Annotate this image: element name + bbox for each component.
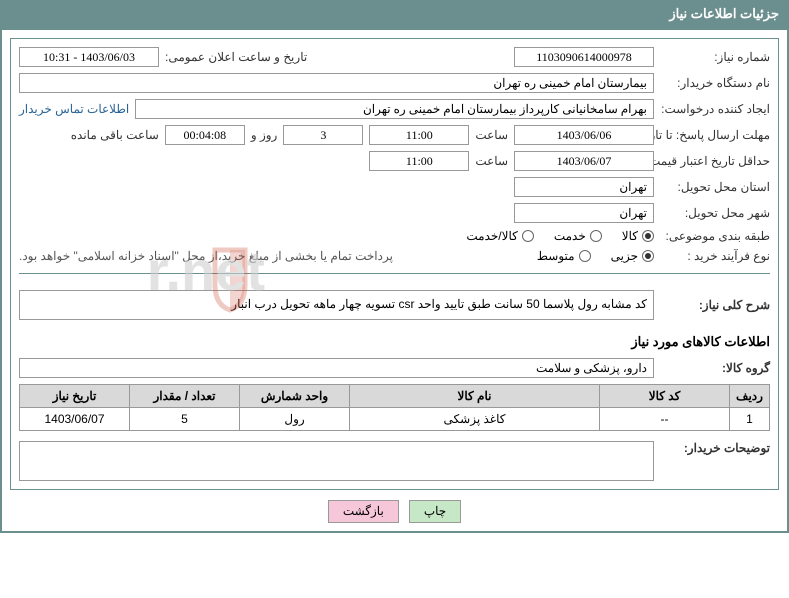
row-requester: ایجاد کننده درخواست: بهرام سامخانیانی کا… [19,99,770,119]
response-time-label: ساعت [475,128,508,142]
delivery-province-value: تهران [514,177,654,197]
row-delivery-city: شهر محل تحویل: تهران [19,203,770,223]
row-general-desc: شرح کلی نیاز: کد مشابه رول پلاسما 50 سان… [19,284,770,326]
item-group-label: گروه کالا: [660,361,770,375]
row-buyer-notes: توضیحات خریدار: [19,441,770,481]
row-buyer-org: نام دستگاه خریدار: بیمارستان امام خمینی … [19,73,770,93]
items-section-title: اطلاعات کالاهای مورد نیاز [19,334,770,350]
announce-date-label: تاریخ و ساعت اعلان عمومی: [165,50,307,64]
response-remaining-label: ساعت باقی مانده [71,128,159,142]
row-need-number: شماره نیاز: 1103090614000978 تاریخ و ساع… [19,47,770,67]
print-button[interactable]: چاپ [409,500,461,523]
need-number-value: 1103090614000978 [514,47,654,67]
response-countdown: 00:04:08 [165,125,245,145]
general-desc-label: شرح کلی نیاز: [660,298,770,312]
items-table: ردیف کد کالا نام کالا واحد شمارش تعداد /… [19,384,770,431]
min-validity-time: 11:00 [369,151,469,171]
radio-icon [579,250,591,262]
purchase-type-label: نوع فرآیند خرید : [660,249,770,263]
row-item-group: گروه کالا: دارو، پزشکی و سلامت [19,358,770,378]
row-category: طبقه بندی موضوعی: کالا خدمت کالا/خدمت [19,229,770,243]
need-number-label: شماره نیاز: [660,50,770,64]
back-button[interactable]: بازگشت [328,500,399,523]
radio-icon [642,250,654,262]
delivery-city-label: شهر محل تحویل: [660,206,770,220]
min-validity-label: حداقل تاریخ اعتبار قیمت: تا تاریخ: [660,154,770,168]
buyer-notes-label: توضیحات خریدار: [660,441,770,455]
td-qty: 5 [130,408,240,431]
buyer-contact-link[interactable]: اطلاعات تماس خریدار [19,102,129,116]
table-header-row: ردیف کد کالا نام کالا واحد شمارش تعداد /… [20,385,770,408]
buyer-org-label: نام دستگاه خریدار: [660,76,770,90]
category-option-goods[interactable]: کالا [622,229,654,243]
min-validity-time-label: ساعت [475,154,508,168]
requester-value: بهرام سامخانیانی کارپرداز بیمارستان امام… [135,99,654,119]
outer-container: شماره نیاز: 1103090614000978 تاریخ و ساع… [0,28,789,533]
purchase-type-note: پرداخت تمام یا بخشی از مبلغ خرید،از محل … [19,249,393,263]
form-container: شماره نیاز: 1103090614000978 تاریخ و ساع… [10,38,779,490]
td-name: کاغذ پزشکی [350,408,600,431]
th-code: کد کالا [600,385,730,408]
radio-icon [590,230,602,242]
item-group-value: دارو، پزشکی و سلامت [19,358,654,378]
buttons-row: چاپ بازگشت [10,500,779,523]
table-row: 1 -- کاغذ پزشکی رول 5 1403/06/07 [20,408,770,431]
radio-icon [522,230,534,242]
page-title: جزئیات اطلاعات نیاز [669,6,779,21]
general-desc-value: کد مشابه رول پلاسما 50 سانت طبق تایید وا… [19,290,654,320]
response-deadline-time: 11:00 [369,125,469,145]
category-label: طبقه بندی موضوعی: [660,229,770,243]
category-radio-group: کالا خدمت کالا/خدمت [466,229,654,243]
response-deadline-date: 1403/06/06 [514,125,654,145]
row-purchase-type: نوع فرآیند خرید : جزیی متوسط پرداخت تمام… [19,249,770,263]
purchase-option-medium[interactable]: متوسط [537,249,591,263]
delivery-province-label: استان محل تحویل: [660,180,770,194]
category-option-service[interactable]: خدمت [554,229,602,243]
category-option-label: خدمت [554,229,586,243]
delivery-city-value: تهران [514,203,654,223]
purchase-option-label: متوسط [537,249,575,263]
th-name: نام کالا [350,385,600,408]
td-date: 1403/06/07 [20,408,130,431]
category-option-both[interactable]: کالا/خدمت [466,229,533,243]
purchase-option-minor[interactable]: جزیی [611,249,654,263]
min-validity-date: 1403/06/07 [514,151,654,171]
td-unit: رول [240,408,350,431]
row-min-validity: حداقل تاریخ اعتبار قیمت: تا تاریخ: 1403/… [19,151,770,171]
response-days-suffix: روز و [251,128,278,142]
purchase-type-radio-group: جزیی متوسط [537,249,654,263]
category-option-label: کالا/خدمت [466,229,517,243]
divider [19,273,770,274]
row-response-deadline: مهلت ارسال پاسخ: تا تاریخ: 1403/06/06 سا… [19,125,770,145]
page-header: جزئیات اطلاعات نیاز [0,0,789,28]
buyer-org-value: بیمارستان امام خمینی ره تهران [19,73,654,93]
row-delivery-province: استان محل تحویل: تهران [19,177,770,197]
th-row: ردیف [730,385,770,408]
response-deadline-label: مهلت ارسال پاسخ: تا تاریخ: [660,128,770,142]
buyer-notes-value [19,441,654,481]
th-unit: واحد شمارش [240,385,350,408]
radio-icon [642,230,654,242]
th-qty: تعداد / مقدار [130,385,240,408]
th-date: تاریخ نیاز [20,385,130,408]
purchase-option-label: جزیی [611,249,638,263]
td-code: -- [600,408,730,431]
category-option-label: کالا [622,229,638,243]
td-row: 1 [730,408,770,431]
response-days: 3 [283,125,363,145]
announce-date-value: 1403/06/03 - 10:31 [19,47,159,67]
requester-label: ایجاد کننده درخواست: [660,102,770,116]
